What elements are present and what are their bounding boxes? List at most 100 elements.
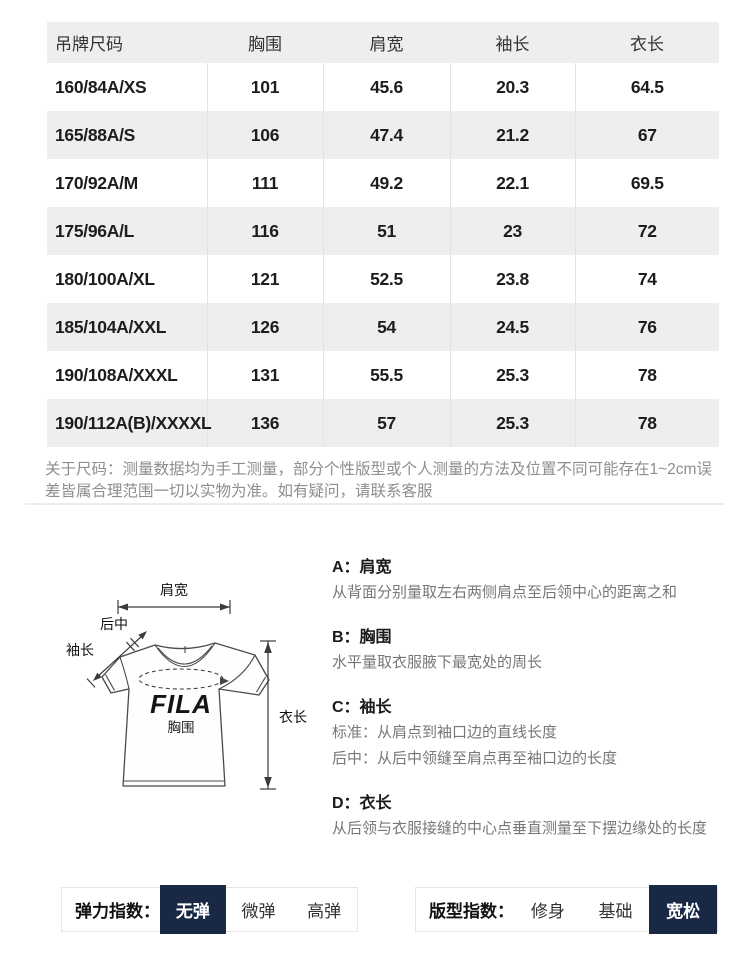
definition-shoulder: A：肩宽 从背面分别量取左右两侧肩点至后领中心的距离之和 — [332, 556, 727, 606]
sleeve-arrow-top-icon — [138, 631, 147, 640]
definition-length: D：衣长 从后领与衣服接缝的中心点垂直测量至下摆边缘处的长度 — [332, 792, 727, 842]
sleeve-dim-label: 袖长 — [66, 642, 94, 658]
table-row: 185/104A/XXL 126 54 24.5 76 — [47, 303, 719, 351]
cell-sleeve: 21.2 — [449, 111, 575, 159]
definition-line: 标准：从肩点到袖口边的直线长度 — [332, 724, 558, 741]
cell-sleeve: 24.5 — [449, 303, 575, 351]
chip-high-stretch: 高弹 — [307, 902, 342, 921]
chest-dim-label: 胸围 — [168, 720, 195, 735]
definition-line: 从背面分别量取左右两侧肩点至后领中心的距离之和 — [332, 584, 678, 601]
chip-loose-fit: 宽松 — [649, 885, 718, 934]
col-header-chest: 胸围 — [207, 22, 323, 63]
cell-shoulder: 47.4 — [322, 111, 450, 159]
length-arrow-top-icon — [264, 642, 272, 653]
cell-size: 185/104A/XXL — [47, 303, 207, 351]
measurement-definitions: A：肩宽 从背面分别量取左右两侧肩点至后领中心的距离之和 B：胸围 水平量取衣服… — [332, 556, 727, 862]
cell-shoulder: 52.5 — [322, 255, 450, 303]
cell-chest: 131 — [206, 351, 323, 399]
sleeve-dim-line — [86, 635, 143, 688]
cell-sleeve: 25.3 — [449, 399, 575, 447]
cell-size: 190/108A/XXXL — [55, 364, 178, 385]
definition-heading: D：衣长 — [332, 795, 392, 812]
length-arrow-bottom-icon — [264, 777, 272, 788]
elasticity-index-box: 弹力指数： 无弹 微弹 高弹 — [61, 885, 358, 934]
definition-chest: B：胸围 水平量取衣服腋下最宽处的周长 — [332, 626, 727, 676]
cell-chest: 101 — [206, 63, 323, 111]
back-center-dim-label: 后中 — [100, 616, 128, 632]
table-row: 190/108A/XXXL 131 55.5 25.3 78 — [47, 351, 719, 399]
chip-slim-fit: 修身 — [530, 902, 565, 921]
cell-shoulder: 49.2 — [322, 159, 450, 207]
sleeve-arrow-bottom-icon — [93, 672, 102, 681]
definition-heading: A：肩宽 — [332, 559, 392, 576]
length-dim-line — [260, 640, 276, 790]
cell-length: 69.5 — [574, 159, 719, 207]
elasticity-index-label: 弹力指数： — [75, 902, 160, 921]
cell-sleeve: 20.3 — [449, 63, 575, 111]
definition-line: 后中：从后中领缝至肩点再至袖口边的长度 — [332, 750, 618, 767]
size-table: 吊牌尺码 胸围 肩宽 袖长 衣长 160/84A/XS 101 45.6 20.… — [47, 22, 719, 447]
table-row: 160/84A/XS 101 45.6 20.3 64.5 — [47, 63, 719, 111]
cell-size: 180/100A/XL — [55, 268, 155, 289]
table-row: 170/92A/M 111 49.2 22.1 69.5 — [47, 159, 719, 207]
cell-size: 175/96A/L — [47, 207, 207, 255]
fila-logo: FILA — [150, 689, 212, 719]
cell-length: 76 — [574, 303, 719, 351]
cell-size: 160/84A/XS — [55, 76, 147, 97]
chest-arrowhead-icon — [220, 677, 229, 685]
cell-sleeve: 25.3 — [449, 351, 575, 399]
col-header-shoulder: 肩宽 — [323, 22, 450, 63]
cell-chest: 106 — [206, 111, 323, 159]
cell-shoulder: 54 — [322, 303, 450, 351]
fit-index-box: 版型指数： 修身 基础 宽松 — [415, 885, 718, 934]
shoulder-dim-label: 肩宽 — [160, 582, 188, 598]
cell-shoulder: 55.5 — [322, 351, 450, 399]
cell-sleeve: 23 — [449, 207, 575, 255]
definition-sleeve: C：袖长 标准：从肩点到袖口边的直线长度 后中：从后中领缝至肩点再至袖口边的长度 — [332, 696, 727, 772]
cell-shoulder: 51 — [322, 207, 450, 255]
cell-size: 165/88A/S — [47, 111, 207, 159]
cell-length: 74 — [574, 255, 719, 303]
cell-shoulder: 57 — [322, 399, 450, 447]
section-divider — [25, 503, 725, 505]
definition-line: 水平量取衣服腋下最宽处的周长 — [332, 654, 543, 671]
elasticity-chips: 无弹 微弹 高弹 — [160, 885, 357, 934]
cell-chest: 136 — [206, 399, 323, 447]
cell-sleeve: 23.8 — [449, 255, 575, 303]
cell-chest: 121 — [206, 255, 323, 303]
cell-length: 72 — [574, 207, 719, 255]
table-row: 175/96A/L 116 51 23 72 — [47, 207, 719, 255]
chip-slight-stretch: 微弹 — [241, 902, 276, 921]
tshirt-detail-lines — [105, 642, 266, 782]
definition-heading: C：袖长 — [332, 699, 392, 716]
cell-chest: 111 — [206, 159, 323, 207]
size-note-text: 关于尺码：测量数据均为手工测量，部分个性版型或个人测量的方法及位置不同可能存在1… — [45, 461, 712, 500]
cell-size: 170/92A/M — [55, 172, 138, 193]
shoulder-dim-line — [117, 600, 231, 614]
cell-length: 78 — [574, 351, 719, 399]
definition-line: 从后领与衣服接缝的中心点垂直测量至下摆边缘处的长度 — [332, 820, 708, 837]
chip-no-stretch: 无弹 — [160, 885, 226, 934]
cell-length: 78 — [574, 399, 719, 447]
cell-length: 67 — [574, 111, 719, 159]
chip-regular-fit: 基础 — [598, 902, 633, 921]
definition-heading: B：胸围 — [332, 629, 392, 646]
tshirt-outline — [101, 642, 270, 787]
col-header-sleeve: 袖长 — [450, 22, 575, 63]
length-dim-label: 衣长 — [279, 709, 307, 725]
fit-index-label: 版型指数： — [429, 902, 514, 921]
cell-chest: 116 — [206, 207, 323, 255]
size-table-header-row: 吊牌尺码 胸围 肩宽 袖长 衣长 — [47, 22, 719, 63]
fit-chips: 修身 基础 宽松 — [514, 885, 718, 934]
cell-size: 190/112A(B)/XXXXL — [47, 399, 212, 447]
cell-shoulder: 45.6 — [322, 63, 450, 111]
col-header-length: 衣长 — [575, 22, 719, 63]
shoulder-arrow-right-icon — [220, 603, 230, 611]
table-row: 165/88A/S 106 47.4 21.2 67 — [47, 111, 719, 159]
cell-length: 64.5 — [574, 63, 719, 111]
tshirt-measurement-diagram: FILA 胸围 肩宽 后中 袖长 衣长 — [66, 582, 307, 790]
shoulder-arrow-left-icon — [118, 603, 128, 611]
cell-sleeve: 22.1 — [449, 159, 575, 207]
table-row: 190/112A(B)/XXXXL 136 57 25.3 78 — [47, 399, 719, 447]
